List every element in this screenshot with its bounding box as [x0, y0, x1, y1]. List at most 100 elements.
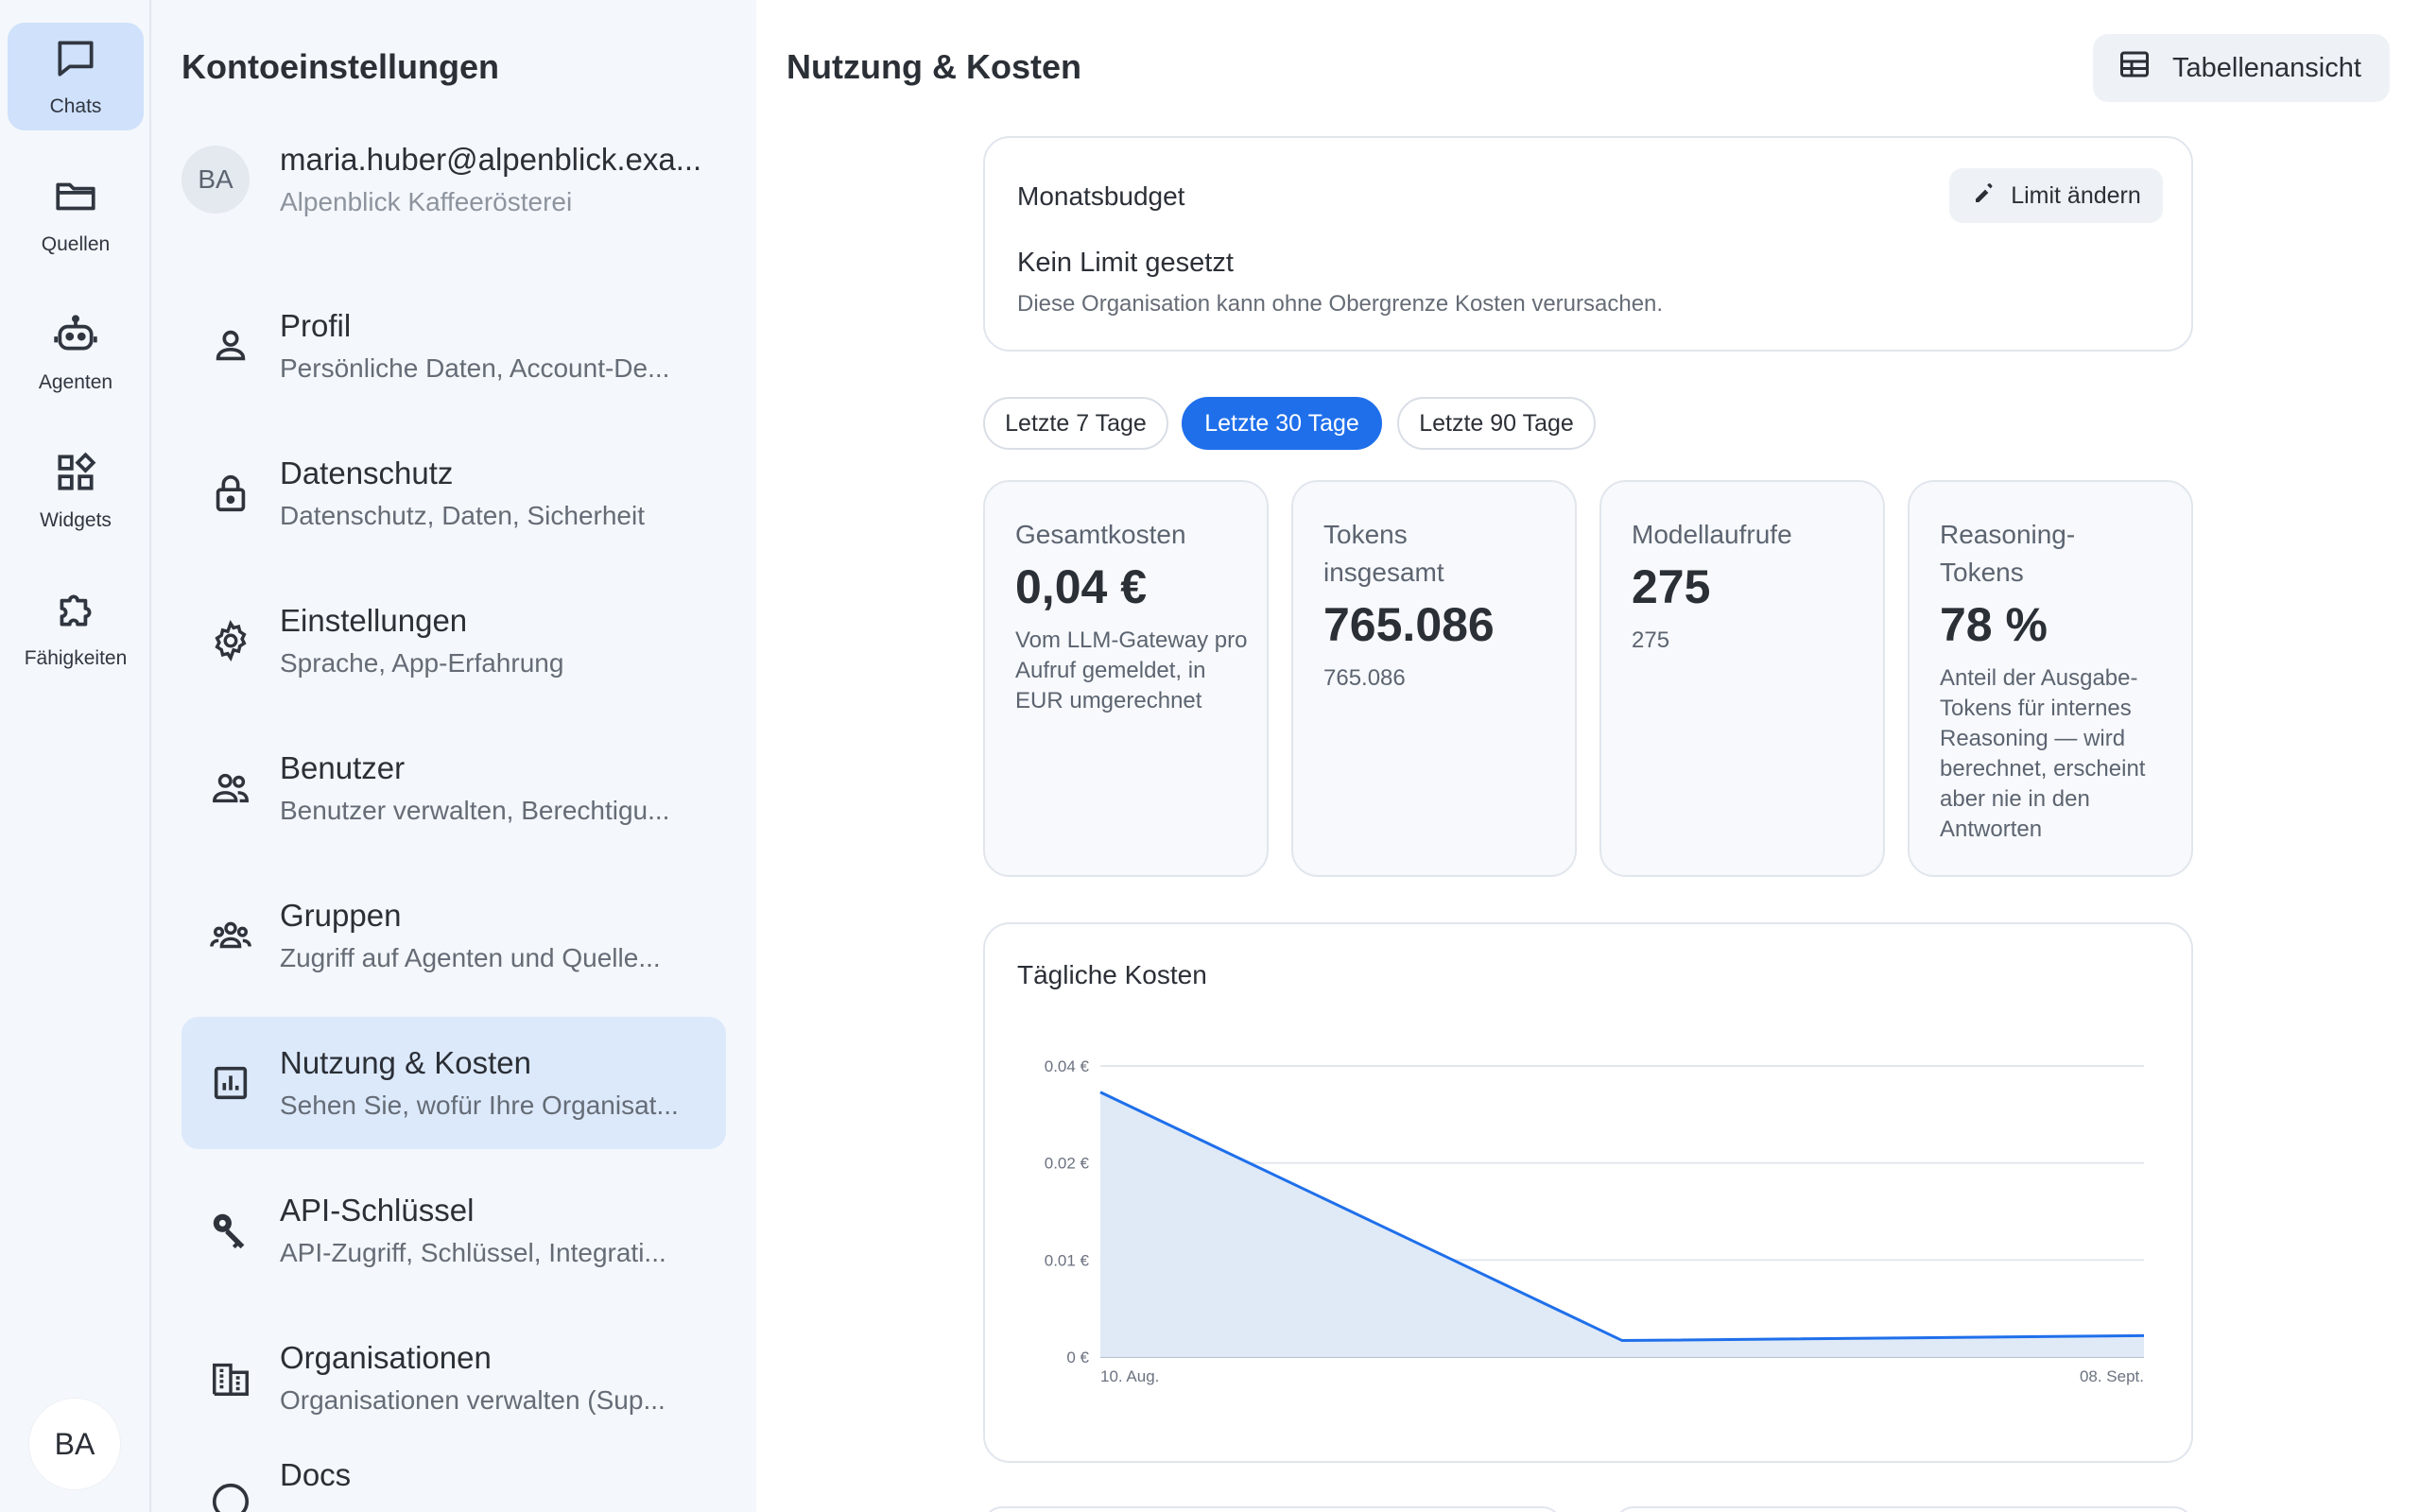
x-tick-label: 08. Sept. [2080, 1367, 2144, 1385]
account-card[interactable]: BA maria.huber@alpenblick.exa... Alpenbl… [182, 137, 730, 222]
account-avatar: BA [182, 146, 250, 214]
y-tick-label: 0.02 € [1045, 1155, 1090, 1173]
settings-item-description: API-Zugriff, Schlüssel, Integrati... [280, 1238, 666, 1267]
widgets-icon [52, 449, 99, 502]
person-icon [182, 324, 280, 368]
table-view-label: Tabellenansicht [2172, 52, 2361, 83]
key-icon [182, 1209, 280, 1252]
settings-item-label: Profil [280, 308, 352, 343]
users-icon [182, 766, 280, 810]
budget-card: Monatsbudget Limit ändern Kein Limit ges… [983, 136, 2193, 352]
card-below-right [1615, 1506, 2193, 1512]
gear-icon [182, 619, 280, 662]
y-tick-label: 0.01 € [1045, 1251, 1090, 1269]
stat-description: Anteil der Ausgabe-Tokens für internes R… [1940, 665, 2146, 842]
range-30-days[interactable]: Letzte 30 Tage [1182, 397, 1382, 450]
daily-cost-chart-svg: 0 € 0.01 € 0.02 € 0.04 € 10. Aug. 08. Sept. [1045, 1057, 2145, 1385]
settings-item-description: Sprache, App-Erfahrung [280, 648, 564, 678]
settings-item-label: Docs [280, 1457, 352, 1492]
chart-area [1100, 1091, 2144, 1357]
table-icon [2118, 47, 2152, 89]
lock-icon [182, 472, 280, 515]
settings-item-description: Zugriff auf Agenten und Quelle... [280, 943, 661, 972]
rail-item-label: Chats [49, 95, 102, 117]
settings-item-label: Nutzung & Kosten [280, 1045, 531, 1080]
stat-description: 275 [1632, 627, 1670, 653]
bar-chart-icon [182, 1061, 280, 1105]
stat-value: 275 [1632, 560, 1711, 613]
chart-series-line [1099, 1091, 2145, 1343]
budget-title: Monatsbudget [1017, 181, 1185, 211]
rail-item-label: Quellen [41, 233, 111, 255]
y-tick-label: 0 € [1066, 1349, 1089, 1366]
daily-cost-chart: Tägliche Kosten 0 € 0.01 € 0.02 € 0.04 € 10.… [983, 922, 2193, 1463]
budget-description: Diese Organisation kann ohne Obergrenze … [1017, 291, 1664, 317]
rail-item-skills[interactable]: Fähigkeiten [8, 575, 144, 682]
stat-value: 765.086 [1323, 598, 1495, 651]
settings-title: Kontoeinstellungen [182, 47, 499, 86]
settings-item-description: Organisationen verwalten (Sup... [280, 1385, 666, 1415]
page-title: Nutzung & Kosten [786, 47, 1081, 86]
settings-item-api-keys[interactable]: API-Schlüssel API-Zugriff, Schlüssel, In… [182, 1164, 726, 1297]
stat-description: 765.086 [1323, 665, 1406, 691]
chat-icon [52, 35, 99, 88]
settings-item-description: Sehen Sie, wofür Ihre Organisat... [280, 1091, 679, 1120]
settings-item-label: Gruppen [280, 898, 402, 933]
settings-item-label: Organisationen [280, 1340, 492, 1375]
icon-rail: Chats Quellen Agenten Widgets Fähigkeite… [0, 0, 151, 1512]
settings-item-usage-costs[interactable]: Nutzung & Kosten Sehen Sie, wofür Ihre O… [182, 1017, 726, 1149]
puzzle-icon [52, 587, 99, 640]
avatar[interactable]: BA [29, 1399, 120, 1489]
settings-item-label: Datenschutz [280, 455, 454, 490]
settings-item-label: API-Schlüssel [280, 1193, 475, 1228]
range-7-days[interactable]: Letzte 7 Tage [983, 397, 1168, 450]
settings-sidebar: Kontoeinstellungen BA maria.huber@alpenb… [151, 0, 756, 1512]
stat-label: Modellaufrufe [1632, 520, 1792, 549]
rail-item-label: Widgets [40, 509, 112, 531]
budget-status: Kein Limit gesetzt [1017, 248, 1234, 278]
pencil-icon [1971, 179, 1999, 214]
stat-total-tokens: Tokens insgesamt 765.086 765.086 [1291, 480, 1577, 877]
settings-item-privacy[interactable]: Datenschutz Datenschutz, Daten, Sicherhe… [182, 427, 726, 559]
settings-item-docs[interactable]: Docs [182, 1452, 726, 1512]
stat-label: Reasoning-Tokens [1940, 520, 2076, 587]
settings-item-settings[interactable]: Einstellungen Sprache, App-Erfahrung [182, 575, 726, 707]
rail-item-label: Fähigkeiten [24, 647, 128, 669]
edit-limit-button[interactable]: Limit ändern [1949, 168, 2163, 223]
rail-item-label: Agenten [38, 371, 113, 393]
table-view-button[interactable]: Tabellenansicht [2093, 34, 2390, 102]
settings-item-description: Benutzer verwalten, Berechtigu... [280, 796, 670, 825]
rail-item-chats[interactable]: Chats [8, 23, 144, 130]
settings-item-organizations[interactable]: Organisationen Organisationen verwalten … [182, 1312, 726, 1444]
rail-item-widgets[interactable]: Widgets [8, 437, 144, 544]
stat-total-cost: Gesamtkosten 0,04 € Vom LLM-Gateway pro … [983, 480, 1269, 877]
range-90-days[interactable]: Letzte 90 Tage [1397, 397, 1596, 450]
stat-value: 0,04 € [1015, 560, 1148, 613]
stat-value: 78 % [1940, 598, 2048, 651]
settings-item-groups[interactable]: Gruppen Zugriff auf Agenten und Quelle..… [182, 869, 726, 1002]
account-organization: Alpenblick Kaffeerösterei [280, 187, 573, 216]
rail-item-agents[interactable]: Agenten [8, 299, 144, 406]
building-icon [182, 1356, 280, 1400]
stat-label: Tokens insgesamt [1323, 520, 1444, 587]
settings-item-users[interactable]: Benutzer Benutzer verwalten, Berechtigu.… [182, 722, 726, 854]
docs-icon [182, 1452, 280, 1512]
rail-item-sources[interactable]: Quellen [8, 161, 144, 268]
stat-model-calls: Modellaufrufe 275 275 [1599, 480, 1885, 877]
folder-icon [52, 173, 99, 226]
robot-icon [52, 311, 99, 364]
card-below-left [983, 1506, 1562, 1512]
chart-title: Tägliche Kosten [1017, 960, 1207, 989]
stat-reasoning-tokens: Reasoning-Tokens 78 % Anteil der Ausgabe… [1908, 480, 2193, 877]
stat-description: Vom LLM-Gateway pro Aufruf gemeldet, in … [1015, 627, 1248, 713]
settings-item-description: Persönliche Daten, Account-De... [280, 353, 670, 383]
settings-item-label: Einstellungen [280, 603, 468, 638]
settings-item-description: Datenschutz, Daten, Sicherheit [280, 501, 645, 530]
settings-item-label: Benutzer [280, 750, 406, 785]
stat-label: Gesamtkosten [1015, 520, 1186, 549]
settings-item-profile[interactable]: Profil Persönliche Daten, Account-De... [182, 280, 726, 412]
y-tick-label: 0.04 € [1045, 1057, 1090, 1075]
account-email: maria.huber@alpenblick.exa... [280, 142, 702, 177]
edit-limit-label: Limit ändern [2011, 181, 2141, 209]
x-tick-label: 10. Aug. [1100, 1367, 1159, 1385]
